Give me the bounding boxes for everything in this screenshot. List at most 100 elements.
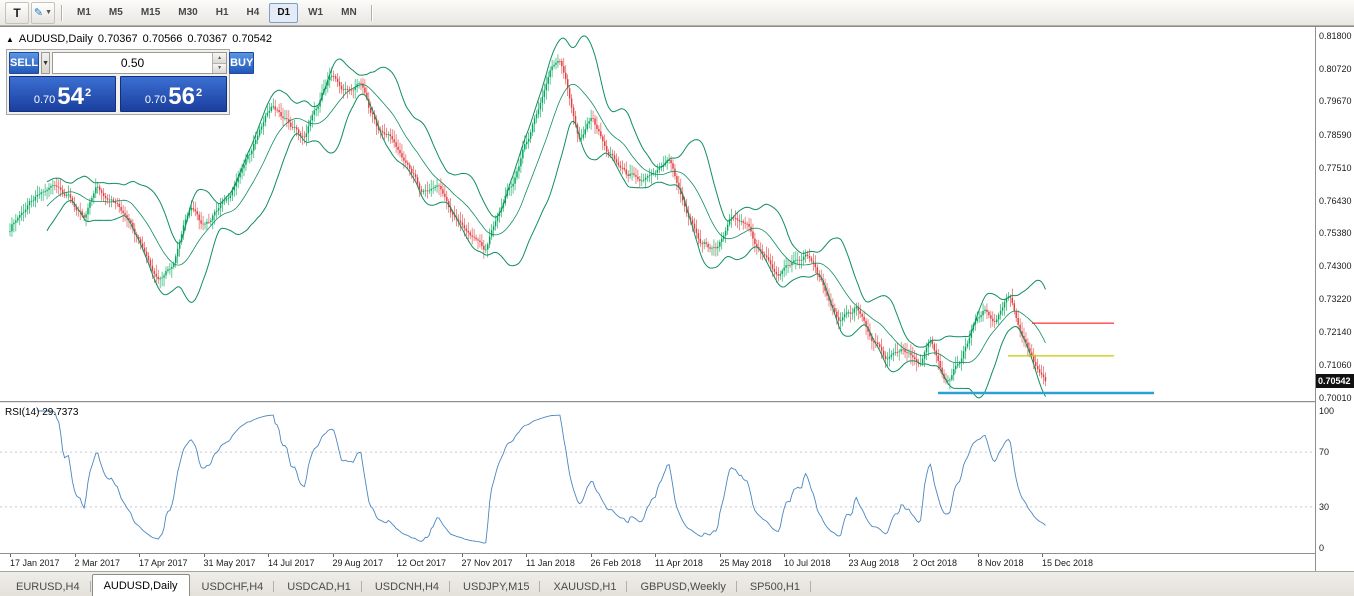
price-scale[interactable]: 0.81800 0.80720 0.79670 0.78590 0.77510 0.764… — [1316, 27, 1354, 553]
timeframe-button-MN[interactable]: MN — [341, 7, 357, 18]
rsi-axis-label: 0 — [1319, 543, 1325, 553]
timeframe-button-M1[interactable]: M1 — [77, 7, 91, 18]
date-axis-tick — [10, 554, 11, 557]
date-axis-tick — [848, 554, 850, 557]
price-axis-label: 0.80720 — [1319, 64, 1352, 74]
date-axis-label: 8 Nov 2018 — [977, 558, 1024, 568]
rsi-chart-canvas[interactable] — [0, 403, 1315, 553]
timeframe-button-D1[interactable]: D1 — [269, 2, 299, 23]
sell-price-prefix: 0.70 — [33, 94, 56, 106]
date-axis-label: 17 Jan 2017 — [10, 558, 60, 568]
price-axis-label: 0.74300 — [1319, 261, 1352, 271]
timeframe-button-M15[interactable]: M15 — [140, 7, 161, 18]
date-axis-tick — [139, 554, 140, 557]
chart-tab-USDCHF-H4[interactable]: USDCHF,H4 — [190, 576, 276, 596]
date-axis-label: 15 Dec 2018 — [1042, 558, 1094, 568]
volume-box: ▲ ▼ — [52, 52, 228, 74]
chart-tab-GBPUSD-Weekly[interactable]: GBPUSD,Weekly — [628, 576, 738, 596]
chart-tab-USDCAD-H1[interactable]: USDCAD,H1 — [275, 576, 363, 596]
volume-spinner: ▲ ▼ — [212, 53, 227, 73]
date-axis-label: 2 Mar 2017 — [74, 558, 121, 568]
date-axis-label: 10 Jul 2018 — [784, 558, 831, 568]
price-chart-canvas[interactable] — [0, 27, 1315, 401]
draw-tool-button[interactable]: ✎ ▼ — [31, 1, 55, 24]
price-axis-label: 0.75380 — [1319, 228, 1352, 238]
date-axis-tick — [784, 554, 785, 557]
ohlc-open: 0.70367 — [97, 33, 138, 45]
price-axis-label: 0.72140 — [1319, 327, 1352, 337]
toolbar-separator — [61, 4, 63, 21]
price-axis-label: 0.81800 — [1319, 31, 1352, 41]
chart-tab-strip: EURUSD,H4 AUDUSD,Daily USDCHF,H4 USDCAD,H1 U… — [0, 571, 1354, 596]
buy-price-prefix: 0.70 — [144, 94, 167, 106]
indicator-window-divider[interactable] — [0, 401, 1354, 403]
sell-price-big: 54 — [57, 83, 84, 110]
chart-tab-EURUSD-H4[interactable]: EURUSD,H4 — [4, 576, 92, 596]
timeframe-button-W1[interactable]: W1 — [308, 7, 324, 18]
date-axis-tick — [74, 554, 76, 557]
date-axis[interactable]: 17 Jan 2017 2 Mar 2017 17 Apr 2017 31 May 2… — [0, 553, 1315, 573]
price-axis-label: 0.73220 — [1319, 294, 1352, 304]
rsi-name: RSI(14) — [5, 407, 40, 418]
rsi-axis-label: 70 — [1319, 447, 1330, 457]
buy-button[interactable]: BUY — [229, 52, 255, 74]
date-axis-tick — [461, 554, 463, 557]
sell-button[interactable]: SELL — [9, 52, 40, 74]
spinner-down-icon[interactable]: ▼ — [213, 63, 227, 73]
timeframe-button-H1[interactable]: H1 — [215, 7, 229, 18]
chart-tab-USDCNH-H4[interactable]: USDCNH,H4 — [363, 576, 451, 596]
date-axis-label: 29 Aug 2017 — [332, 558, 384, 568]
one-click-trading-panel: SELL ▼ ▲ ▼ BUY 0.70 54 2 — [6, 49, 255, 115]
buy-price-button[interactable]: 0.70 56 2 — [120, 76, 227, 112]
date-axis-tick — [977, 554, 979, 557]
symbol-name: AUDUSD,Daily — [18, 33, 93, 45]
toolbar-separator — [370, 4, 373, 21]
spinner-up-icon[interactable]: ▲ — [213, 53, 227, 64]
date-axis-label: 31 May 2017 — [203, 558, 256, 568]
timeframe-group: M1 M5 M15 M30 H1 H4 D1 W1 MN — [68, 2, 366, 23]
ohlc-low: 0.70367 — [187, 33, 228, 45]
date-axis-label: 11 Jan 2018 — [526, 558, 575, 568]
date-axis-tick — [590, 554, 592, 557]
current-price-badge: 0.70542 — [1316, 374, 1354, 388]
price-axis-label: 0.78590 — [1319, 130, 1352, 140]
date-axis-tick — [655, 554, 656, 557]
date-axis-label: 17 Apr 2017 — [139, 558, 188, 568]
date-axis-tick — [1042, 554, 1043, 557]
buy-price-big: 56 — [168, 83, 195, 110]
rsi-axis-label: 100 — [1319, 406, 1335, 416]
rsi-axis-label: 30 — [1319, 502, 1330, 512]
rsi-value: 29.7373 — [42, 407, 79, 418]
date-axis-tick — [913, 554, 914, 557]
buy-button-label: BUY — [230, 57, 254, 69]
date-axis-label: 23 Aug 2018 — [848, 558, 900, 568]
volume-dropdown-button[interactable]: ▼ — [41, 52, 51, 74]
price-axis-label: 0.70010 — [1319, 393, 1352, 403]
chart-tab-XAUUSD-H1[interactable]: XAUUSD,H1 — [541, 576, 628, 596]
price-axis-label: 0.76430 — [1319, 196, 1352, 206]
chevron-down-icon: ▼ — [45, 9, 53, 16]
date-axis-label: 12 Oct 2017 — [397, 558, 447, 568]
price-axis-label: 0.79670 — [1319, 96, 1352, 106]
chevron-down-icon: ▼ — [42, 59, 50, 67]
timeframe-button-M5[interactable]: M5 — [108, 7, 123, 18]
sell-price-button[interactable]: 0.70 54 2 — [9, 76, 116, 112]
price-axis-label: 0.77510 — [1319, 163, 1352, 173]
timeframe-button-M30[interactable]: M30 — [178, 7, 198, 18]
buy-price-sup: 2 — [196, 87, 203, 99]
chart-tab-USDJPY-M15[interactable]: USDJPY,M15 — [451, 576, 541, 596]
chart-tools-button[interactable]: T — [5, 1, 29, 24]
ohlc-close: 0.70542 — [232, 33, 272, 45]
date-axis-label: 11 Apr 2018 — [655, 558, 703, 568]
date-axis-tick — [719, 554, 721, 557]
price-axis-label: 0.71060 — [1319, 360, 1352, 370]
date-axis-label: 25 May 2018 — [719, 558, 772, 568]
date-axis-tick — [397, 554, 398, 557]
date-axis-label: 26 Feb 2018 — [590, 558, 642, 568]
symbol-triangle-icon: ▲ — [6, 34, 14, 44]
timeframe-button-H4[interactable]: H4 — [246, 7, 260, 18]
date-axis-tick — [203, 554, 205, 557]
chart-tab-SP500-H1[interactable]: SP500,H1 — [738, 576, 812, 596]
chart-tab-AUDUSD-Daily[interactable]: AUDUSD,Daily — [91, 574, 190, 596]
volume-input[interactable] — [53, 53, 213, 73]
